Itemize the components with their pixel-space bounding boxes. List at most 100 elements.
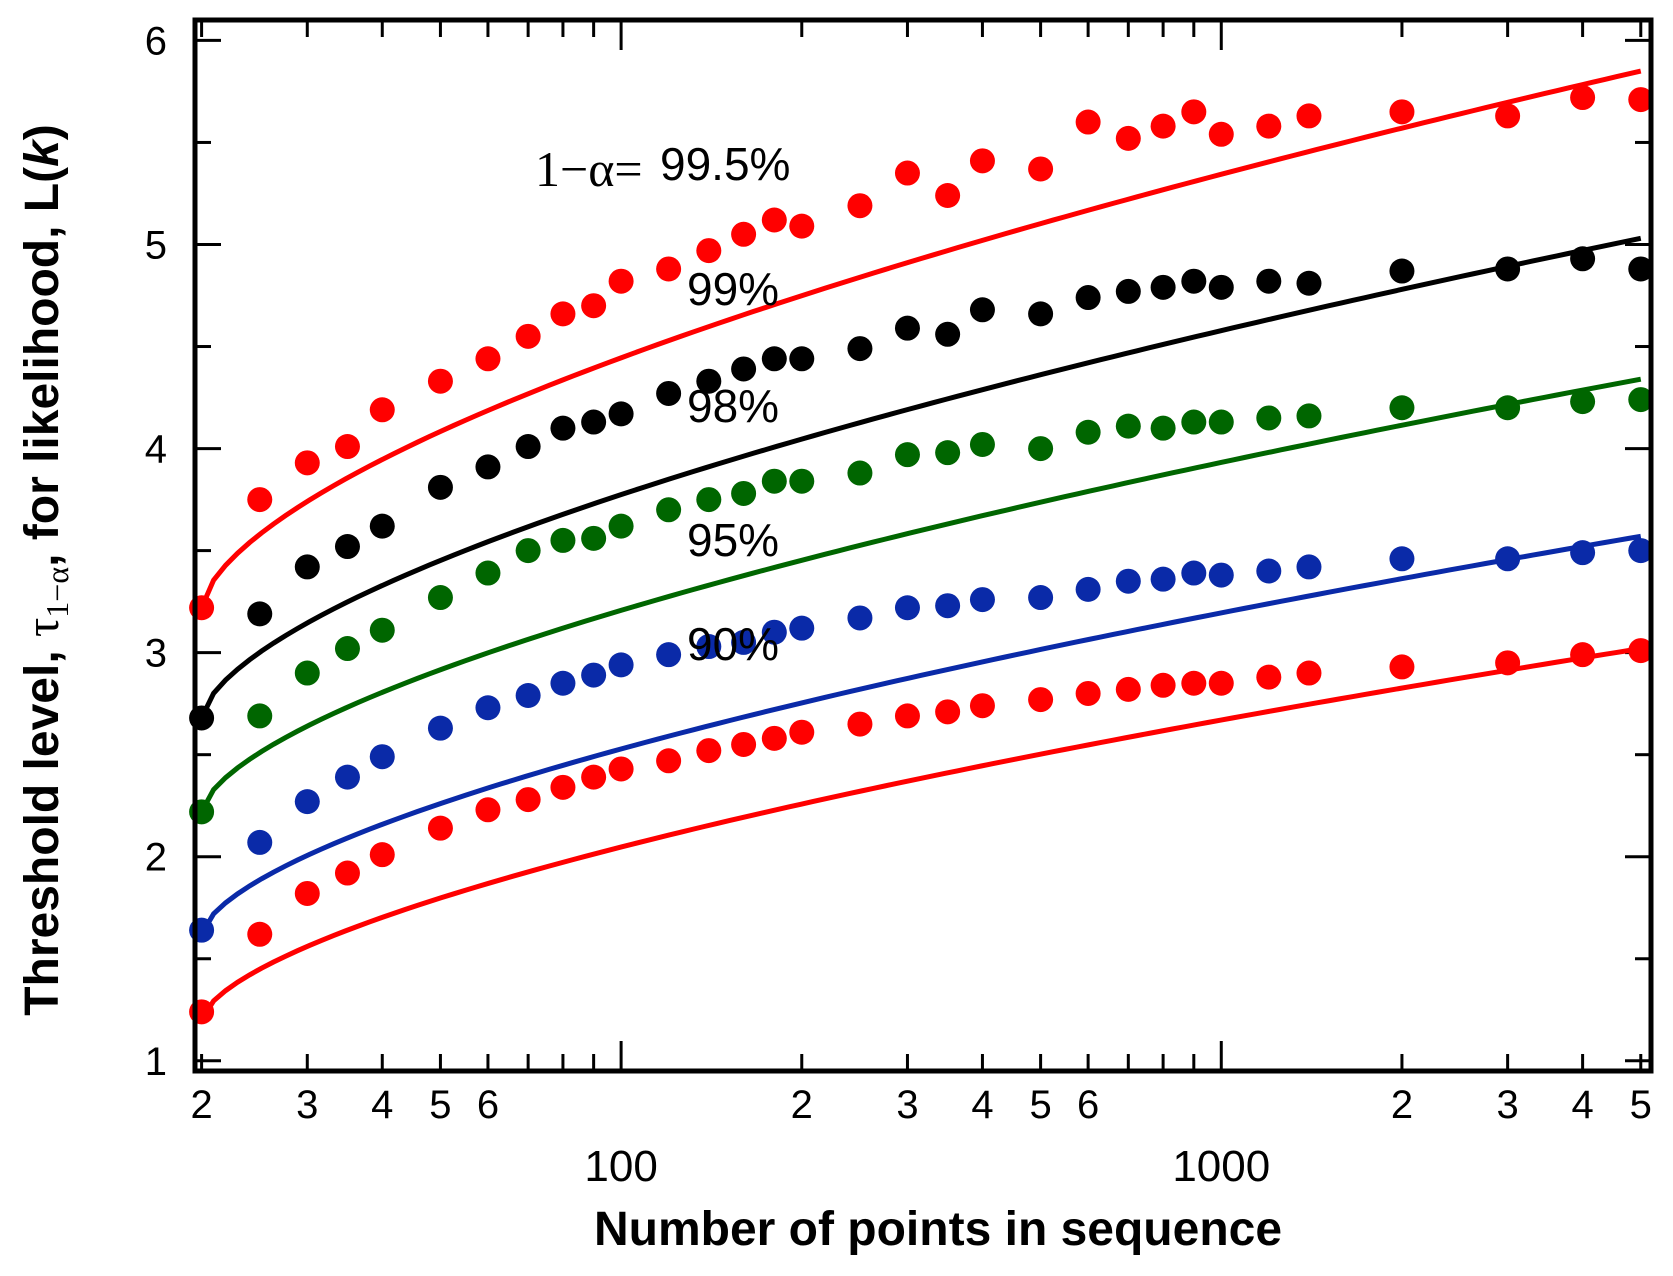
data-point [515,682,541,708]
data-point [761,468,787,494]
data-point [1115,413,1141,439]
data-point [731,356,757,382]
data-point [581,293,607,319]
y-tick-label: 1 [145,1040,167,1084]
y-tick-label: 5 [145,223,167,267]
data-point [608,756,634,782]
data-point [1075,576,1101,602]
data-point [427,585,453,611]
data-point [294,554,320,580]
data-point [1150,274,1176,300]
y-axis-title-tau: τ [16,618,69,637]
data-point [847,460,873,486]
x-decade-label: 1000 [1172,1142,1270,1191]
data-point [608,513,634,539]
data-point [1495,256,1521,282]
data-point [294,880,320,906]
data-point [427,715,453,741]
data-point [1075,680,1101,706]
data-point [1256,113,1282,139]
data-point [696,738,722,764]
data-point [1115,676,1141,702]
x-tick-label: 2 [190,1083,212,1127]
data-point [1296,403,1322,429]
data-point [1075,285,1101,311]
data-point [935,593,961,619]
series-labels: 99.5% 99% 98% 95% 90% [660,138,790,670]
data-point [334,434,360,460]
data-point [847,711,873,737]
data-point [935,321,961,347]
data-point [247,487,273,513]
data-point [761,619,787,645]
fit-curves [199,68,1642,1022]
data-point [656,380,682,406]
data-point [1150,672,1176,698]
data-point [1495,395,1521,421]
series-label: 98% [687,380,779,432]
data-point [427,474,453,500]
y-tick-label: 3 [145,632,167,676]
data-point [969,431,995,457]
data-point [1208,409,1234,435]
x-tick-label: 4 [371,1083,393,1127]
data-point [475,797,501,823]
data-point [789,615,815,641]
data-point [656,497,682,523]
data-point [1296,270,1322,296]
x-tick-label: 5 [1029,1083,1051,1127]
data-point [1628,638,1654,664]
data-point [696,368,722,394]
data-point [1495,103,1521,129]
series-label: 99.5% [660,138,790,190]
axis-ticks [195,20,1651,1071]
data-point [1115,125,1141,151]
x-tick-label: 2 [791,1083,813,1127]
data-point [427,815,453,841]
data-point [369,744,395,770]
data-point [1181,268,1207,294]
fit-curve-90% [199,646,1642,1022]
data-point [550,670,576,696]
plot-frame [192,17,1654,1074]
data-points [189,85,1654,1025]
data-point [475,560,501,586]
data-point [969,297,995,323]
y-tick-label: 6 [145,19,167,63]
data-point [1028,687,1054,713]
data-point [1256,268,1282,294]
data-point [656,642,682,668]
data-point [1115,568,1141,594]
data-point [1150,415,1176,441]
x-tick-label: 6 [477,1083,499,1127]
data-point [1075,109,1101,135]
x-tick-label: 5 [429,1083,451,1127]
data-point [761,725,787,751]
data-point [581,525,607,551]
data-point [969,148,995,174]
data-point [1389,99,1415,125]
data-point [515,434,541,460]
data-point [935,440,961,466]
data-point [847,336,873,362]
data-point [1181,560,1207,586]
data-point [1208,562,1234,588]
data-point [475,695,501,721]
data-point [1628,87,1654,113]
data-point [789,346,815,372]
data-point [1208,121,1234,147]
y-axis-title-tau-subscript: 1−α [39,567,75,618]
data-point [969,587,995,613]
data-point [1628,256,1654,282]
data-point [427,368,453,394]
y-axis-title: Threshold level, τ1−α, for likelihood, L… [16,124,75,1016]
data-point [475,346,501,372]
data-point [1570,642,1596,668]
alpha-prefix-label: 1−α= [535,141,643,197]
data-point [1181,99,1207,125]
data-point [656,748,682,774]
data-point [847,605,873,631]
y-tick-label: 2 [145,836,167,880]
data-point [894,595,920,621]
